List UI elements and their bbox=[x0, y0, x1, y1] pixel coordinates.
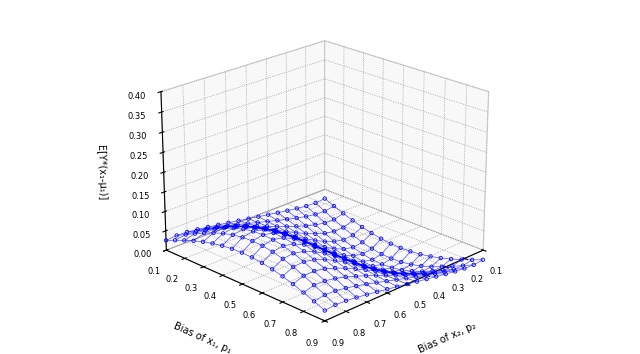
Y-axis label: Bias of x₁, p₁: Bias of x₁, p₁ bbox=[172, 321, 233, 354]
X-axis label: Bias of x₂, p₂: Bias of x₂, p₂ bbox=[417, 321, 477, 354]
